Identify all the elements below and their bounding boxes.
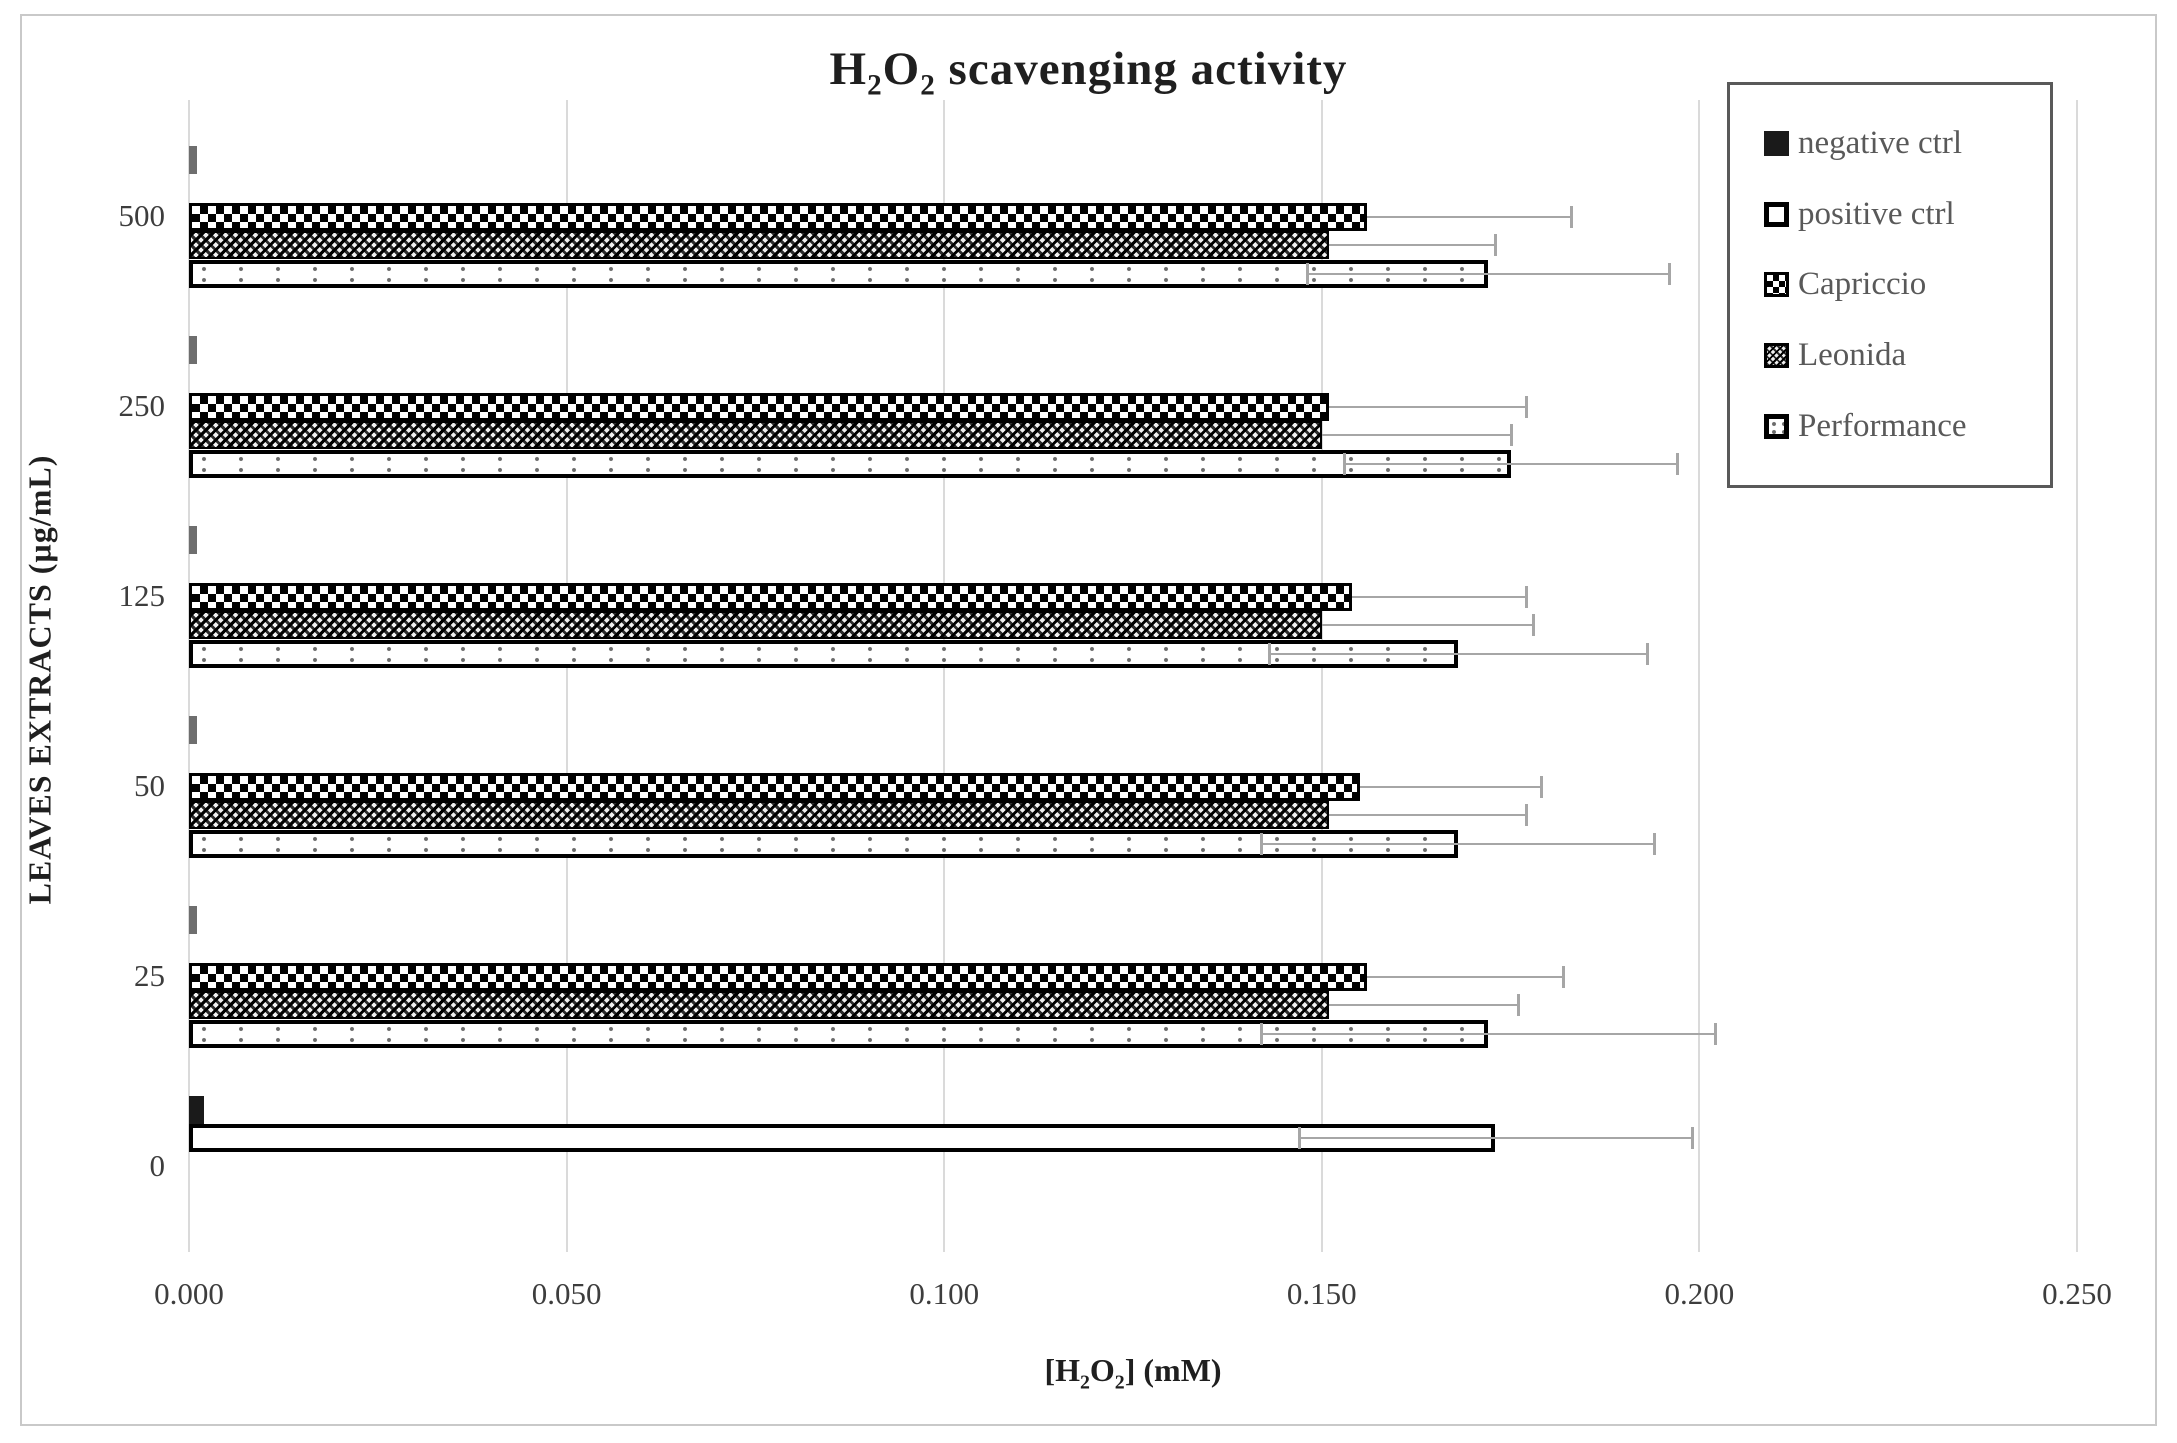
error-bar-cap (1713, 1022, 1717, 1045)
error-bar (1321, 434, 1511, 437)
legend-swatch-diagonal-trellis-icon (1764, 343, 1789, 369)
error-bar-cap (1532, 614, 1536, 637)
error-bar (1367, 975, 1564, 978)
error-bar-cap (1509, 424, 1513, 447)
x-tick-label: 0.250 (2042, 1276, 2112, 1311)
gridline (565, 100, 568, 1252)
x-tick-label: 0.100 (909, 1276, 980, 1311)
error-bar (1367, 215, 1571, 218)
bar-negative-ctrl-25 (189, 906, 197, 934)
chart-title: H2O2 scavenging activity (829, 43, 1348, 102)
error-bar (1329, 1004, 1519, 1007)
bar-Leonida-250 (189, 421, 1322, 450)
gridline (1320, 100, 1323, 1252)
error-bar-cap (1524, 804, 1528, 827)
error-bar-cap (1260, 832, 1264, 855)
bar-Capriccio-250 (189, 392, 1330, 421)
legend-item-positive-ctrl: positive ctrl (1764, 196, 2050, 233)
y-category-label: 25 (134, 958, 165, 993)
error-bar (1261, 1032, 1715, 1035)
gridline (943, 100, 946, 1252)
error-bar (1261, 842, 1655, 845)
legend-label: Leonida (1798, 337, 1907, 374)
bar-Leonida-50 (189, 801, 1330, 830)
bar-Performance-500 (189, 259, 1488, 288)
error-bar (1359, 785, 1541, 788)
bar-Leonida-25 (189, 991, 1330, 1020)
bar-negative-ctrl-500 (189, 146, 197, 174)
error-bar (1352, 595, 1526, 598)
error-bar-cap (1653, 832, 1657, 855)
bar-Capriccio-500 (189, 202, 1368, 231)
legend-item-Performance: Performance (1764, 408, 2050, 445)
error-bar (1306, 272, 1670, 275)
error-bar-cap (1570, 205, 1574, 228)
bar-Capriccio-25 (189, 962, 1368, 991)
y-category-label: 500 (118, 198, 166, 233)
bar-Leonida-125 (189, 611, 1322, 640)
error-bar-cap (1343, 452, 1347, 475)
bar-positive-ctrl-0 (189, 1124, 1496, 1153)
bar-Performance-50 (189, 829, 1458, 858)
bar-negative-ctrl-0 (189, 1096, 205, 1124)
error-bar-cap (1690, 1127, 1694, 1150)
error-bar-cap (1524, 585, 1528, 608)
error-bar-cap (1562, 965, 1566, 988)
legend-label: Performance (1798, 408, 1967, 445)
error-bar-cap (1260, 1022, 1264, 1045)
error-bar (1268, 652, 1647, 655)
error-bar-cap (1524, 395, 1528, 418)
error-bar-cap (1675, 452, 1679, 475)
y-axis-title: LEAVES EXTRACTS (µg/mL) (21, 454, 58, 905)
error-bar-cap (1305, 262, 1309, 285)
error-bar (1344, 462, 1677, 465)
error-bar-cap (1645, 642, 1649, 665)
x-tick-label: 0.000 (154, 1276, 224, 1311)
bar-negative-ctrl-125 (189, 526, 197, 554)
bar-negative-ctrl-50 (189, 716, 197, 744)
error-bar (1321, 624, 1534, 627)
legend-swatch-dotted-light-icon (1764, 414, 1789, 440)
gridline (1698, 100, 1701, 1252)
bar-Performance-125 (189, 639, 1458, 668)
legend-swatch-white-black-border-icon (1764, 201, 1789, 227)
error-bar-cap (1539, 775, 1543, 798)
x-tick-label: 0.050 (531, 1276, 602, 1311)
error-bar (1329, 814, 1526, 817)
x-tick-label: 0.200 (1664, 1276, 1735, 1311)
x-axis-title: [H2O2] (mM) (1044, 1352, 1222, 1394)
error-bar-cap (1494, 234, 1498, 257)
bar-Leonida-500 (189, 231, 1330, 260)
bar-negative-ctrl-250 (189, 336, 197, 364)
error-bar (1299, 1137, 1692, 1140)
bar-Capriccio-50 (189, 772, 1360, 801)
y-category-label: 125 (118, 578, 166, 613)
y-category-label: 0 (149, 1148, 166, 1183)
legend-label: positive ctrl (1798, 195, 1955, 232)
legend-label: negative ctrl (1798, 124, 1963, 161)
error-bar-cap (1668, 262, 1672, 285)
legend-item-Capriccio: Capriccio (1764, 266, 2050, 303)
error-bar-cap (1267, 642, 1271, 665)
legend-swatch-solid-black-icon (1764, 130, 1789, 156)
error-bar (1329, 405, 1526, 408)
legend-item-Leonida: Leonida (1764, 337, 2050, 374)
error-bar-cap (1298, 1127, 1302, 1150)
legend-swatch-checkerboard-icon (1764, 272, 1789, 298)
bar-Performance-250 (189, 449, 1511, 478)
legend-label: Capriccio (1798, 266, 1927, 303)
error-bar (1329, 244, 1496, 247)
gridline (188, 100, 190, 1252)
bar-Capriccio-125 (189, 582, 1352, 611)
legend-box: negative ctrl positive ctrl Capriccio Leoni… (1727, 82, 2053, 488)
gridline (2076, 100, 2078, 1252)
x-tick-label: 0.150 (1286, 1276, 1357, 1311)
y-category-label: 250 (118, 388, 166, 423)
y-category-label: 50 (134, 768, 165, 803)
error-bar-cap (1517, 994, 1521, 1017)
legend-item-negative-ctrl: negative ctrl (1764, 125, 2050, 162)
